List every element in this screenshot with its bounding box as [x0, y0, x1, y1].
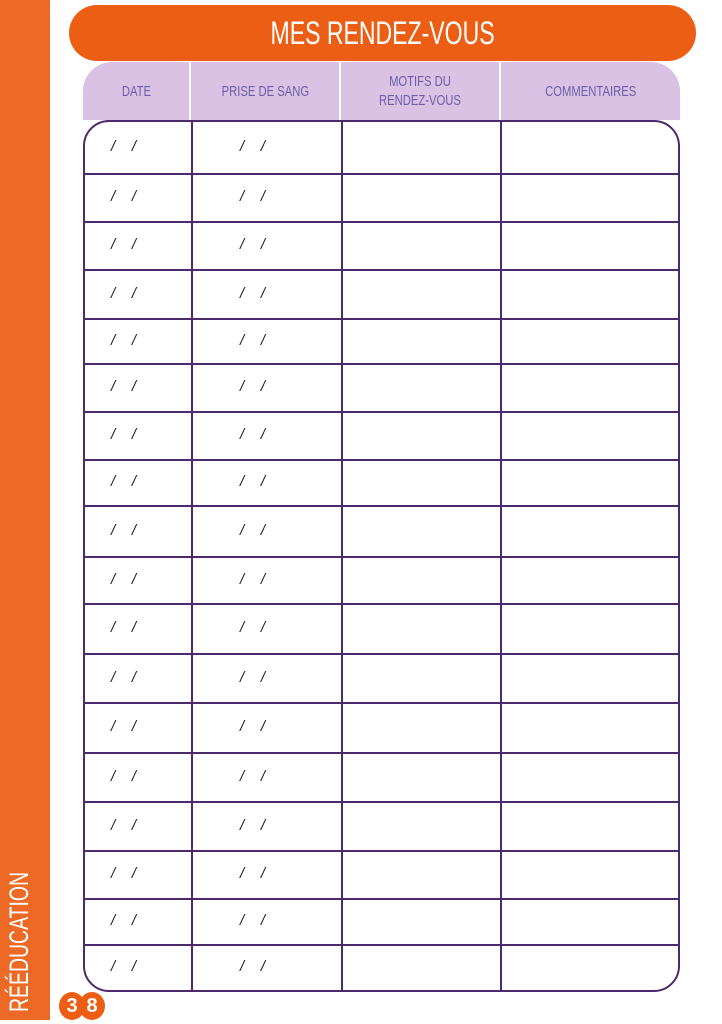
prise-de-sang-field[interactable]: / /: [240, 284, 266, 302]
prise-de-sang-field[interactable]: / /: [240, 912, 266, 929]
date-field[interactable]: / /: [111, 284, 137, 302]
appointments-table: / / / / / / / / / / / / / / / / / / / / / / / / / / /…: [83, 120, 680, 992]
date-field[interactable]: / /: [111, 521, 137, 539]
row-divider: [85, 363, 678, 365]
date-field[interactable]: / /: [111, 473, 137, 490]
prise-de-sang-field[interactable]: / /: [240, 668, 266, 686]
prise-de-sang-field[interactable]: / /: [240, 957, 266, 975]
row-divider: [85, 801, 678, 803]
section-label: RÉÉDUCATION: [4, 871, 34, 1012]
prise-de-sang-field[interactable]: / /: [240, 718, 266, 735]
row-divider: [85, 459, 678, 461]
date-field[interactable]: / /: [111, 331, 137, 349]
row-divider: [85, 850, 678, 852]
prise-de-sang-field[interactable]: / /: [240, 426, 266, 443]
row-divider: [85, 173, 678, 175]
date-field[interactable]: / /: [111, 767, 137, 785]
header-date: DATE: [83, 62, 191, 120]
table-header: DATE PRISE DE SANG MOTIFS DU RENDEZ-VOUS…: [83, 62, 680, 120]
row-divider: [85, 752, 678, 754]
prise-de-sang-field[interactable]: / /: [240, 331, 266, 349]
row-divider: [85, 898, 678, 900]
date-field[interactable]: / /: [111, 912, 137, 929]
date-field[interactable]: / /: [111, 188, 137, 205]
row-divider: [85, 944, 678, 946]
date-field[interactable]: / /: [111, 865, 137, 882]
date-field[interactable]: / /: [111, 570, 137, 588]
prise-de-sang-field[interactable]: / /: [240, 619, 266, 636]
prise-de-sang-field[interactable]: / /: [240, 570, 266, 588]
prise-de-sang-field[interactable]: / /: [240, 473, 266, 490]
prise-de-sang-field[interactable]: / /: [240, 767, 266, 785]
prise-de-sang-field[interactable]: / /: [240, 378, 266, 395]
date-field[interactable]: / /: [111, 138, 137, 155]
row-divider: [85, 221, 678, 223]
row-divider: [85, 411, 678, 413]
prise-de-sang-field[interactable]: / /: [240, 521, 266, 539]
prise-de-sang-field[interactable]: / /: [240, 138, 266, 155]
header-commentaires: COMMENTAIRES: [544, 82, 637, 100]
header-prise-de-sang: PRISE DE SANG: [191, 62, 341, 120]
row-divider: [85, 653, 678, 655]
prise-de-sang-field[interactable]: / /: [240, 816, 266, 834]
page-number: 3 8: [59, 992, 105, 1020]
date-field[interactable]: / /: [111, 816, 137, 834]
prise-de-sang-field[interactable]: / /: [240, 865, 266, 882]
row-divider: [85, 269, 678, 271]
sidebar: [0, 0, 50, 1020]
date-field[interactable]: / /: [111, 957, 137, 975]
date-field[interactable]: / /: [111, 426, 137, 443]
row-divider: [85, 603, 678, 605]
row-divider: [85, 505, 678, 507]
page-digit: 8: [79, 992, 105, 1020]
row-divider: [85, 556, 678, 558]
header-motifs: MOTIFS DU RENDEZ-VOUS: [341, 62, 501, 120]
prise-de-sang-field[interactable]: / /: [240, 236, 266, 253]
row-divider: [85, 318, 678, 320]
date-field[interactable]: / /: [111, 619, 137, 636]
date-field[interactable]: / /: [111, 668, 137, 686]
row-divider: [85, 702, 678, 704]
date-field[interactable]: / /: [111, 378, 137, 395]
prise-de-sang-field[interactable]: / /: [240, 188, 266, 205]
date-field[interactable]: / /: [111, 236, 137, 253]
date-field[interactable]: / /: [111, 718, 137, 735]
page-title: MES RENDEZ-VOUS: [69, 5, 696, 61]
